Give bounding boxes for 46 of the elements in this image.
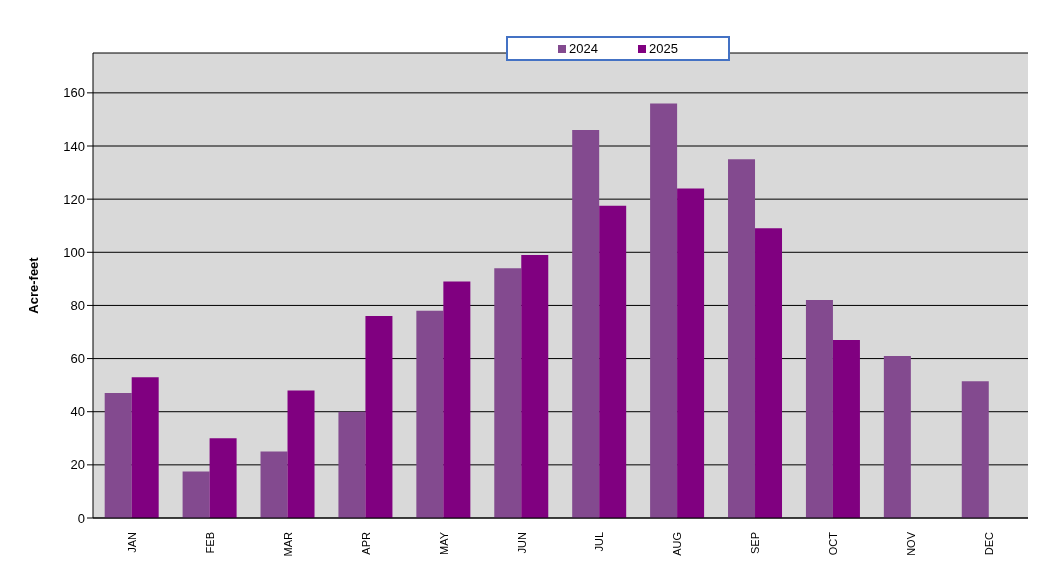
bar	[104, 393, 132, 518]
bar	[443, 281, 471, 518]
x-tick-label: FEB	[203, 532, 216, 554]
bar	[131, 377, 159, 518]
x-tick-label: JAN	[125, 531, 138, 553]
bar	[832, 339, 860, 518]
legend-label: 2025	[648, 41, 678, 56]
x-tick-label: MAR	[281, 531, 294, 557]
x-tick-label: APR	[359, 531, 372, 555]
bar	[209, 438, 237, 518]
y-tick-label: 120	[63, 191, 85, 207]
bar	[572, 130, 600, 518]
x-tick-label: OCT	[827, 531, 840, 556]
bar	[416, 310, 444, 518]
y-tick-label: 60	[70, 351, 85, 367]
bar	[805, 300, 833, 518]
x-tick-label: SEP	[749, 532, 762, 555]
bar	[883, 355, 911, 518]
bar	[338, 411, 366, 518]
bar	[650, 103, 678, 518]
bar	[755, 228, 783, 518]
bar	[521, 254, 549, 518]
bar	[260, 451, 288, 518]
bar	[728, 159, 756, 518]
x-tick-label: NOV	[905, 531, 918, 556]
y-tick-label: 0	[77, 510, 85, 526]
x-tick-label: AUG	[671, 532, 684, 556]
y-tick-label: 40	[70, 404, 85, 420]
bar	[961, 381, 989, 518]
y-tick-label: 80	[70, 298, 85, 314]
x-tick-label: MAY	[437, 531, 450, 556]
bar	[365, 316, 393, 518]
bar	[494, 268, 522, 518]
bar	[599, 205, 627, 518]
bar	[287, 390, 315, 518]
y-axis-title: Acre-feet	[25, 256, 41, 314]
bar	[677, 188, 705, 518]
x-tick-label: JUN	[515, 531, 528, 554]
x-tick-label: JUL	[593, 532, 606, 552]
y-tick-label: 140	[63, 138, 85, 154]
x-tick-label: DEC	[983, 531, 996, 556]
bar	[182, 471, 210, 518]
legend-label: 2024	[568, 41, 598, 56]
y-tick-label: 160	[63, 85, 85, 101]
y-tick-label: 100	[63, 244, 85, 260]
y-tick-label: 20	[70, 457, 85, 473]
